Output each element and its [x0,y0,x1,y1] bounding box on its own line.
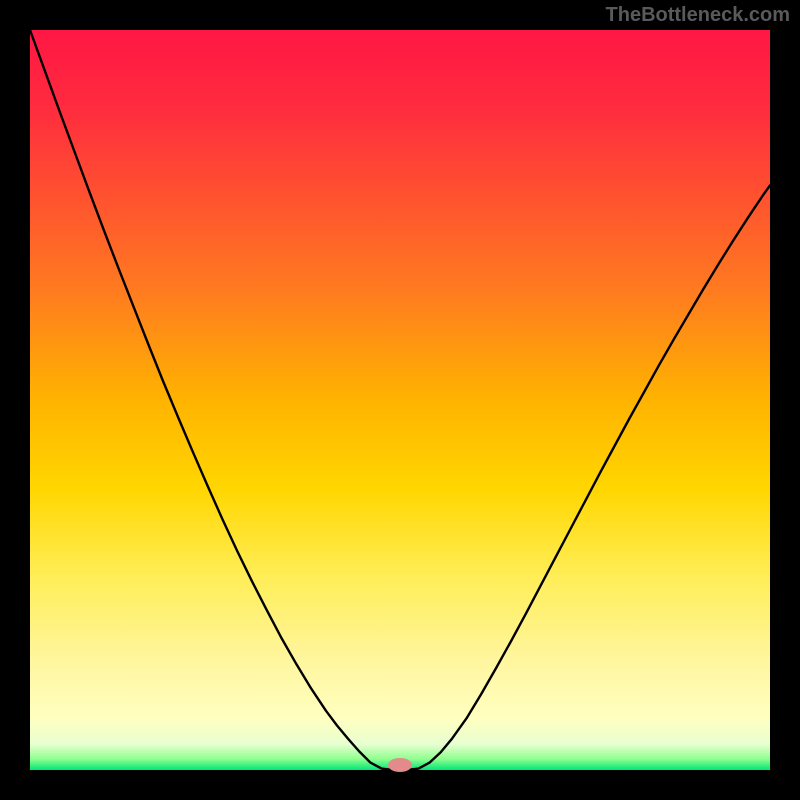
chart-container: TheBottleneck.com [0,0,800,800]
minimum-marker [388,758,412,772]
watermark-text: TheBottleneck.com [606,4,790,27]
chart-svg [0,0,800,800]
plot-background [30,30,770,770]
